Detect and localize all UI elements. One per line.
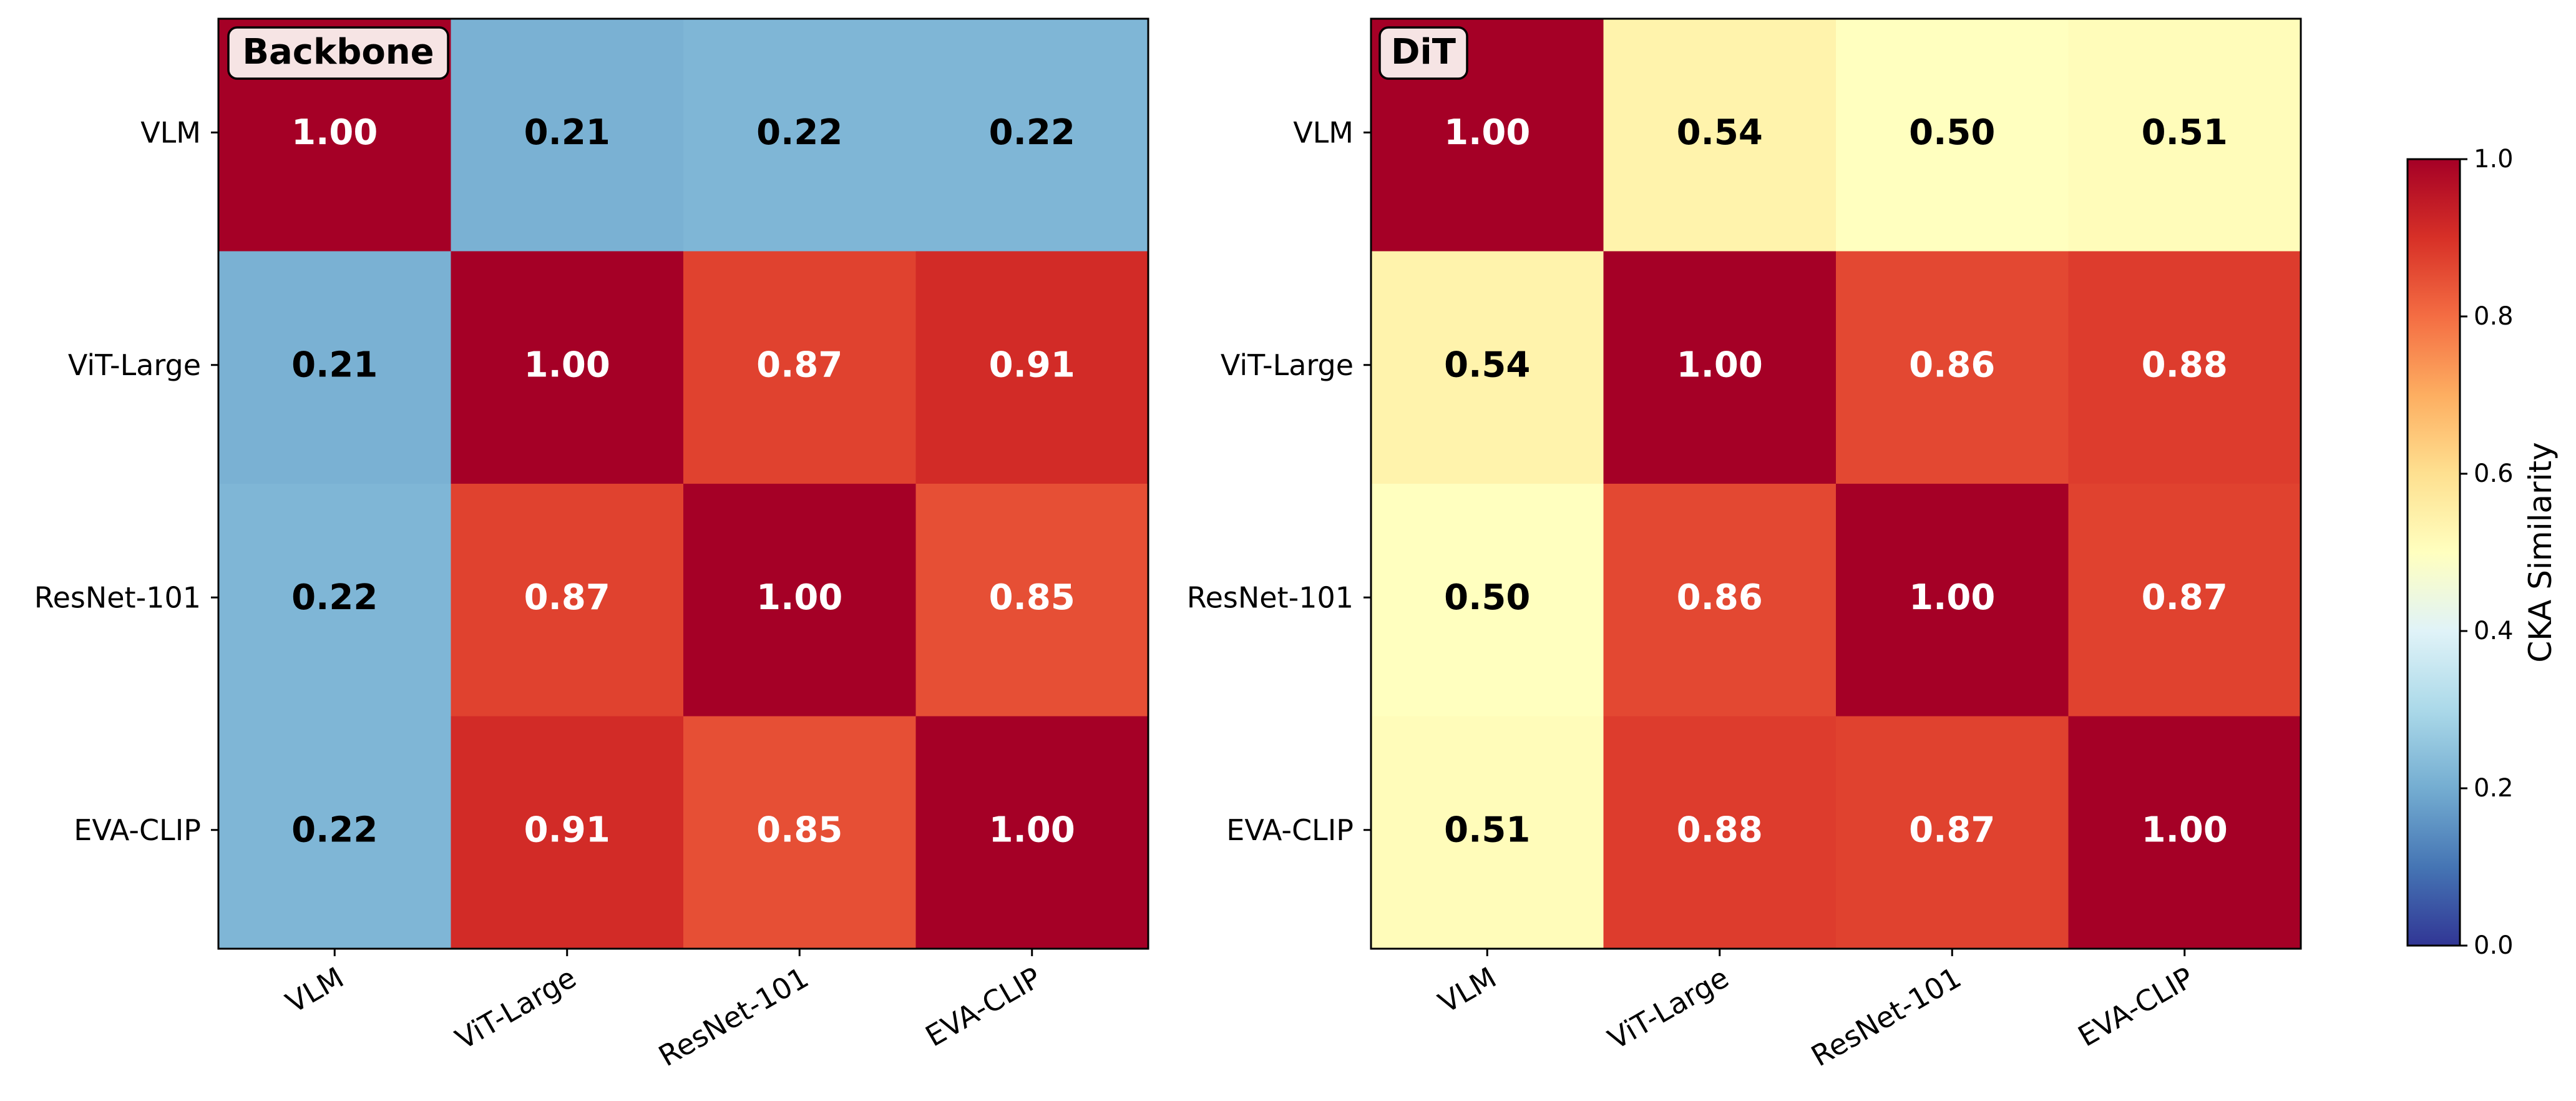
heatmap-cell — [218, 716, 452, 949]
cell-value-label: 1.00 — [756, 577, 842, 618]
heatmap-cell — [1603, 19, 1837, 252]
x-tick-label: VLM — [280, 961, 349, 1020]
y-tick-label: VLM — [1293, 115, 1354, 149]
cell-value-label: 1.00 — [989, 810, 1075, 850]
y-tick-label: ResNet-101 — [1187, 580, 1354, 614]
y-tick-label: EVA-CLIP — [74, 813, 201, 847]
heatmap-cell — [2068, 716, 2301, 949]
colorbar-tick-label: 0.8 — [2474, 302, 2514, 331]
heatmap-cell — [683, 19, 917, 252]
cell-value-label: 0.21 — [524, 112, 610, 153]
heatmap-panel-backbone: 1.00 0.21 0.22 0.22 0.21 1.00 0.87 0.91 0.22 0.87… — [34, 17, 1149, 1073]
cell-value-label: 0.87 — [1909, 810, 1995, 850]
colorbar-tick-label: 0.4 — [2474, 617, 2514, 645]
heatmap-panel-dit: 1.00 0.54 0.50 0.51 0.54 1.00 0.86 0.88 0.50 0.86… — [1187, 17, 2302, 1073]
cell-value-label: 0.54 — [1677, 112, 1763, 153]
heatmap-cell — [915, 484, 1149, 717]
heatmap-cell — [1836, 19, 2069, 252]
heatmap-cell — [915, 716, 1149, 949]
cell-value-label: 0.88 — [2142, 345, 2228, 385]
cell-value-label: 0.87 — [2142, 577, 2228, 618]
cell-value-label: 0.22 — [989, 112, 1075, 153]
colorbar-gradient — [2406, 158, 2461, 947]
colorbar: 0.0 0.2 0.4 0.6 0.8 1.0 CKA Similarity — [2406, 145, 2559, 960]
heatmap-cell — [1371, 716, 1604, 949]
heatmap-cell — [2068, 251, 2301, 484]
heatmap-cell — [1371, 484, 1604, 717]
cell-value-label: 0.88 — [1677, 810, 1763, 850]
cell-value-label: 0.85 — [989, 577, 1075, 618]
cell-value-label: 1.00 — [2142, 810, 2228, 850]
cell-value-label: 0.22 — [291, 577, 378, 618]
cell-value-label: 0.85 — [756, 810, 842, 850]
cell-value-label: 1.00 — [1677, 345, 1763, 385]
cell-value-label: 1.00 — [291, 112, 378, 153]
x-tick-label: ViT-Large — [450, 961, 582, 1056]
heatmap-cell — [1603, 251, 1837, 484]
cell-value-label: 1.00 — [1444, 112, 1530, 153]
heatmap-cell — [2068, 484, 2301, 717]
cell-value-label: 0.51 — [2142, 112, 2228, 153]
panel-title: DiT — [1391, 32, 1456, 72]
cell-value-label: 0.22 — [291, 810, 378, 850]
colorbar-tick-label: 1.0 — [2474, 145, 2514, 174]
y-tick-label: ViT-Large — [68, 348, 201, 382]
colorbar-tick-label: 0.6 — [2474, 459, 2514, 488]
heatmap-cell — [1836, 251, 2069, 484]
heatmap-cell — [451, 716, 684, 949]
heatmap-cell — [1371, 251, 1604, 484]
x-tick-label: ViT-Large — [1603, 961, 1735, 1056]
cell-value-label: 0.86 — [1909, 345, 1995, 385]
heatmap-cell — [1836, 716, 2069, 949]
heatmap-cell — [683, 716, 917, 949]
colorbar-tick-label: 0.2 — [2474, 774, 2514, 803]
y-tick-label: EVA-CLIP — [1226, 813, 1354, 847]
heatmap-cell — [451, 19, 684, 252]
cell-value-label: 0.50 — [1444, 577, 1530, 618]
cell-value-label: 0.54 — [1444, 345, 1530, 385]
colorbar-tick-label: 0.0 — [2474, 931, 2514, 960]
cell-value-label: 0.50 — [1909, 112, 1995, 153]
cell-value-label: 0.91 — [989, 345, 1075, 385]
heatmap-cell — [915, 19, 1149, 252]
panel-title-box: DiT — [1378, 26, 1468, 80]
cell-value-label: 0.87 — [524, 577, 610, 618]
colorbar-label: CKA Similarity — [2522, 442, 2559, 662]
heatmap-cell — [451, 251, 684, 484]
heatmap-cell — [2068, 19, 2301, 252]
cell-value-label: 0.22 — [756, 112, 842, 153]
y-tick-label: ViT-Large — [1221, 348, 1354, 382]
panel-title: Backbone — [242, 32, 434, 72]
cell-value-label: 1.00 — [524, 345, 610, 385]
heatmap-cell — [218, 484, 452, 717]
heatmap-cell — [683, 251, 917, 484]
x-tick-label: ResNet-101 — [653, 961, 814, 1073]
cell-value-label: 0.51 — [1444, 810, 1530, 850]
y-tick-label: ResNet-101 — [34, 580, 201, 614]
heatmap-cell — [1603, 484, 1837, 717]
cell-value-label: 1.00 — [1909, 577, 1995, 618]
cell-value-label: 0.86 — [1677, 577, 1763, 618]
x-tick-label: VLM — [1433, 961, 1502, 1020]
x-tick-label: EVA-CLIP — [920, 961, 1046, 1054]
cell-value-label: 0.21 — [291, 345, 378, 385]
cell-value-label: 0.91 — [524, 810, 610, 850]
panel-title-box: Backbone — [227, 26, 449, 80]
heatmap-cell — [1836, 484, 2069, 717]
heatmap-cell — [1603, 716, 1837, 949]
x-tick-label: ResNet-101 — [1805, 961, 1966, 1073]
heatmap-cell — [451, 484, 684, 717]
cell-value-label: 0.87 — [756, 345, 842, 385]
y-tick-label: VLM — [140, 115, 201, 149]
x-tick-label: EVA-CLIP — [2072, 961, 2199, 1054]
heatmap-cell — [683, 484, 917, 717]
heatmap-cell — [218, 251, 452, 484]
heatmap-cell — [915, 251, 1149, 484]
